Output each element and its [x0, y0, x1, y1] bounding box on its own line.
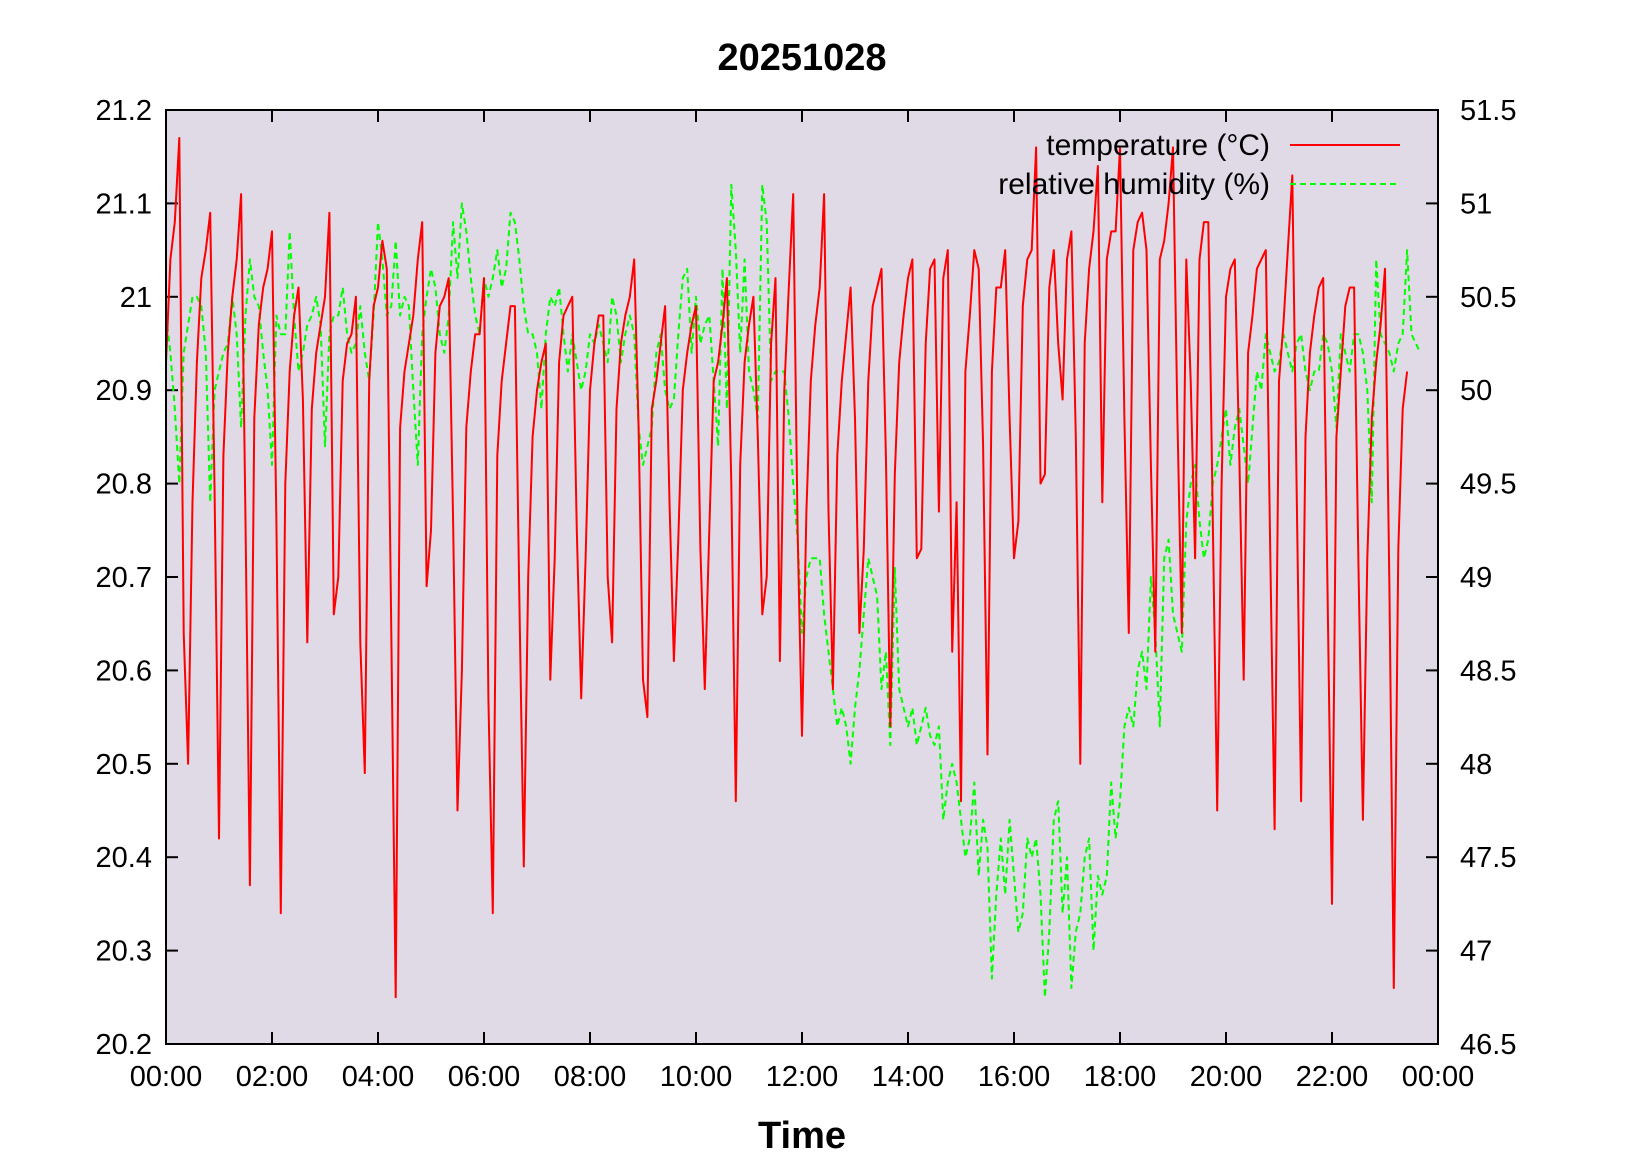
- x-tick-label: 04:00: [342, 1061, 415, 1093]
- y2-tick-label: 46.5: [1460, 1029, 1516, 1061]
- y2-tick-label: 48: [1460, 749, 1492, 781]
- legend-label: temperature (°C): [1046, 129, 1270, 162]
- x-tick-label: 08:00: [554, 1061, 627, 1093]
- plot-frame: [165, 109, 1439, 1045]
- x-axis: 00:00 02:00 04:00 06:00 08:00 10:00 12:00 14:00…: [130, 110, 1475, 1093]
- x-tick-label: 02:00: [236, 1061, 309, 1093]
- x-tick-label: 00:00: [130, 1061, 203, 1093]
- right-y-axis: 46.5 47 47.5 48 48.5 49 49.5 50 50.5 51 51.5: [1426, 95, 1516, 1061]
- y2-tick-label: 47.5: [1460, 842, 1516, 874]
- legend-label: relative humidity (%): [998, 168, 1270, 201]
- y-tick-label: 20.6: [96, 655, 152, 687]
- y-tick-label: 20.5: [96, 749, 152, 781]
- x-axis-label: Time: [758, 1115, 846, 1155]
- y-tick-label: 21: [120, 282, 152, 314]
- y2-tick-label: 47: [1460, 936, 1492, 968]
- y2-tick-label: 51.5: [1460, 95, 1516, 127]
- y-tick-label: 21.2: [96, 95, 152, 127]
- y-tick-label: 20.4: [96, 842, 152, 874]
- temperature-line: [165, 137, 1409, 999]
- y2-tick-label: 49: [1460, 562, 1492, 594]
- plot-area: [166, 110, 1438, 1044]
- y2-tick-label: 50.5: [1460, 282, 1516, 314]
- x-tick-label: 20:00: [1190, 1061, 1263, 1093]
- y-tick-label: 20.3: [96, 936, 152, 968]
- x-tick-label: 10:00: [660, 1061, 733, 1093]
- y-tick-label: 20.9: [96, 375, 152, 407]
- x-tick-label: 06:00: [448, 1061, 521, 1093]
- y-tick-label: 20.8: [96, 469, 152, 501]
- x-tick-label: 12:00: [766, 1061, 839, 1093]
- y-tick-label: 21.1: [96, 188, 152, 220]
- chart-title: 20251028: [717, 37, 886, 79]
- y2-tick-label: 50: [1460, 375, 1492, 407]
- x-tick-label: 18:00: [1084, 1061, 1157, 1093]
- x-tick-label: 22:00: [1296, 1061, 1369, 1093]
- x-tick-label: 00:00: [1402, 1061, 1475, 1093]
- y2-tick-label: 49.5: [1460, 469, 1516, 501]
- y2-tick-label: 51: [1460, 188, 1492, 220]
- legend: temperature (°C) relative humidity (%): [998, 129, 1400, 201]
- left-y-axis: 20.2 20.3 20.4 20.5 20.6 20.7 20.8 20.9 21 21.1 21…: [96, 95, 178, 1061]
- series-layer: [165, 137, 1422, 999]
- y-tick-label: 20.7: [96, 562, 152, 594]
- y2-tick-label: 48.5: [1460, 655, 1516, 687]
- x-tick-label: 14:00: [872, 1061, 945, 1093]
- x-tick-label: 16:00: [978, 1061, 1051, 1093]
- humidity-line: [165, 183, 1422, 999]
- y-tick-label: 20.2: [96, 1029, 152, 1061]
